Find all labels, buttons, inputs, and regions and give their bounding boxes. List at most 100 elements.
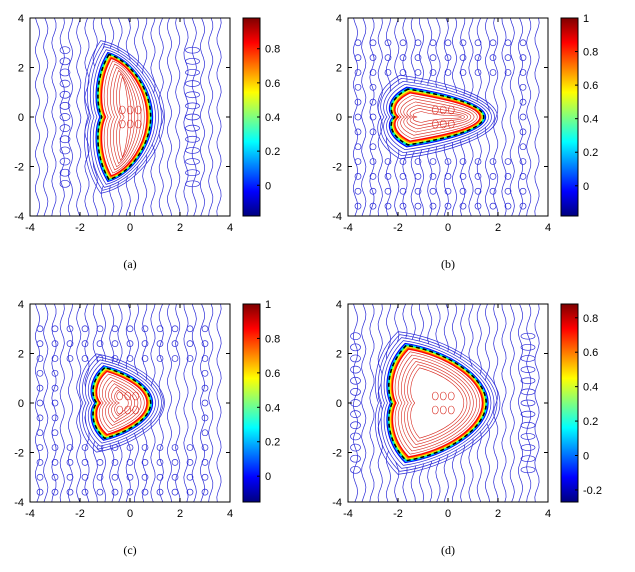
contour-ring: [350, 343, 361, 352]
contour-ring: [384, 187, 392, 195]
contour-ring: [36, 355, 44, 362]
x-tick-label: -4: [343, 508, 353, 520]
halo-contour: [87, 43, 162, 191]
boundary-band: [391, 348, 484, 458]
contour-ring: [171, 325, 179, 333]
panel-d: -4 -2 0 2 4 4 2 0 -2 -4 0.8 0.6 0.4 0.2 0 -0.2 (d): [318, 286, 635, 572]
inner-contour: [134, 105, 142, 115]
contour-line: [175, 304, 181, 502]
contour-ring: [186, 488, 194, 496]
contour-ring: [520, 332, 536, 340]
contour-ring: [156, 459, 164, 466]
contour-ring: [111, 473, 119, 481]
y-tick-label: -2: [14, 162, 24, 174]
contour-line: [353, 304, 359, 502]
contour-ring: [201, 488, 209, 496]
inner-contour: [406, 104, 469, 130]
contour-line: [43, 304, 49, 502]
contour-ring: [369, 98, 377, 106]
y-tick-label: -4: [332, 497, 342, 509]
inner-contour: [124, 405, 132, 415]
contour-ring: [429, 202, 437, 210]
contour-ring: [156, 444, 164, 451]
contour-ring: [186, 459, 194, 466]
x-tick-label: 4: [227, 222, 233, 234]
contour-ring: [489, 187, 497, 195]
y-tick-label: 4: [336, 299, 342, 311]
contour-ring: [185, 46, 200, 54]
true-boundary: [97, 53, 152, 181]
contour-line: [369, 304, 375, 502]
boundary-band: [394, 92, 481, 142]
contour-ring: [141, 488, 149, 496]
contour-ring: [354, 39, 362, 47]
contour-ring: [354, 113, 362, 121]
contour-ring: [520, 388, 536, 396]
contour-line: [199, 18, 206, 216]
contour-ring: [59, 46, 71, 55]
contour-ring: [519, 173, 527, 180]
colorbar-tick-label: 0.2: [265, 437, 280, 449]
contour-ring: [354, 98, 362, 106]
x-tick-label: 2: [495, 222, 501, 234]
contour-ring: [51, 473, 59, 481]
contour-ring: [36, 488, 44, 496]
contour-ring: [126, 325, 134, 333]
contour-ring: [171, 473, 179, 481]
y-tick-label: 0: [18, 112, 24, 124]
contour-line: [191, 304, 197, 502]
contour-ring: [350, 332, 361, 341]
contour-ring: [354, 83, 362, 91]
contour-ring: [414, 69, 422, 76]
shape-mask: [383, 81, 492, 153]
contour-ring: [369, 54, 377, 61]
contour-ring: [36, 414, 44, 422]
y-tick-label: -2: [14, 448, 24, 460]
contour-ring: [81, 473, 89, 481]
contour-ring: [66, 355, 74, 362]
contour-ring: [520, 355, 536, 362]
contour-ring: [59, 113, 71, 121]
contour-ring: [96, 325, 104, 333]
inner-contour: [116, 73, 132, 161]
true-boundary: [388, 344, 488, 462]
contour-ring: [444, 69, 452, 76]
contour-line: [369, 18, 375, 216]
contour-ring: [350, 354, 361, 363]
contour-ring: [350, 432, 361, 441]
contour-ring: [66, 325, 74, 333]
contour-line: [509, 18, 515, 216]
contour-ring: [504, 39, 512, 47]
x-tick-label: 4: [545, 222, 551, 234]
contour-ring: [429, 54, 437, 61]
contour-ring: [201, 355, 209, 362]
contour-line: [377, 304, 383, 502]
contour-line: [216, 304, 222, 502]
inner-contour: [409, 107, 465, 127]
inner-contour: [401, 357, 474, 449]
contour-ring: [369, 143, 377, 151]
contour-ring: [354, 158, 362, 165]
inner-contour: [394, 351, 481, 455]
contour-ring: [111, 488, 119, 496]
contour-ring: [459, 158, 467, 165]
contour-ring: [36, 444, 44, 451]
contour-ring: [185, 102, 200, 110]
contour-ring: [474, 54, 482, 61]
halo-contour: [87, 362, 156, 444]
colorbar-tick-label: 0.4: [265, 112, 280, 124]
contour-ring: [519, 143, 527, 151]
inner-contour: [118, 105, 126, 115]
contour-line: [493, 304, 499, 502]
y-tick-label: 2: [18, 63, 24, 75]
contour-ring: [66, 459, 74, 466]
boundary-band: [98, 55, 150, 179]
halo-contour: [79, 353, 165, 453]
inner-contour: [400, 98, 475, 136]
colorbar-tick-label: 0.4: [583, 114, 598, 126]
contour-line: [208, 18, 214, 216]
contour-ring: [489, 69, 497, 76]
x-tick-label: 0: [445, 508, 451, 520]
contour-line: [208, 304, 214, 502]
